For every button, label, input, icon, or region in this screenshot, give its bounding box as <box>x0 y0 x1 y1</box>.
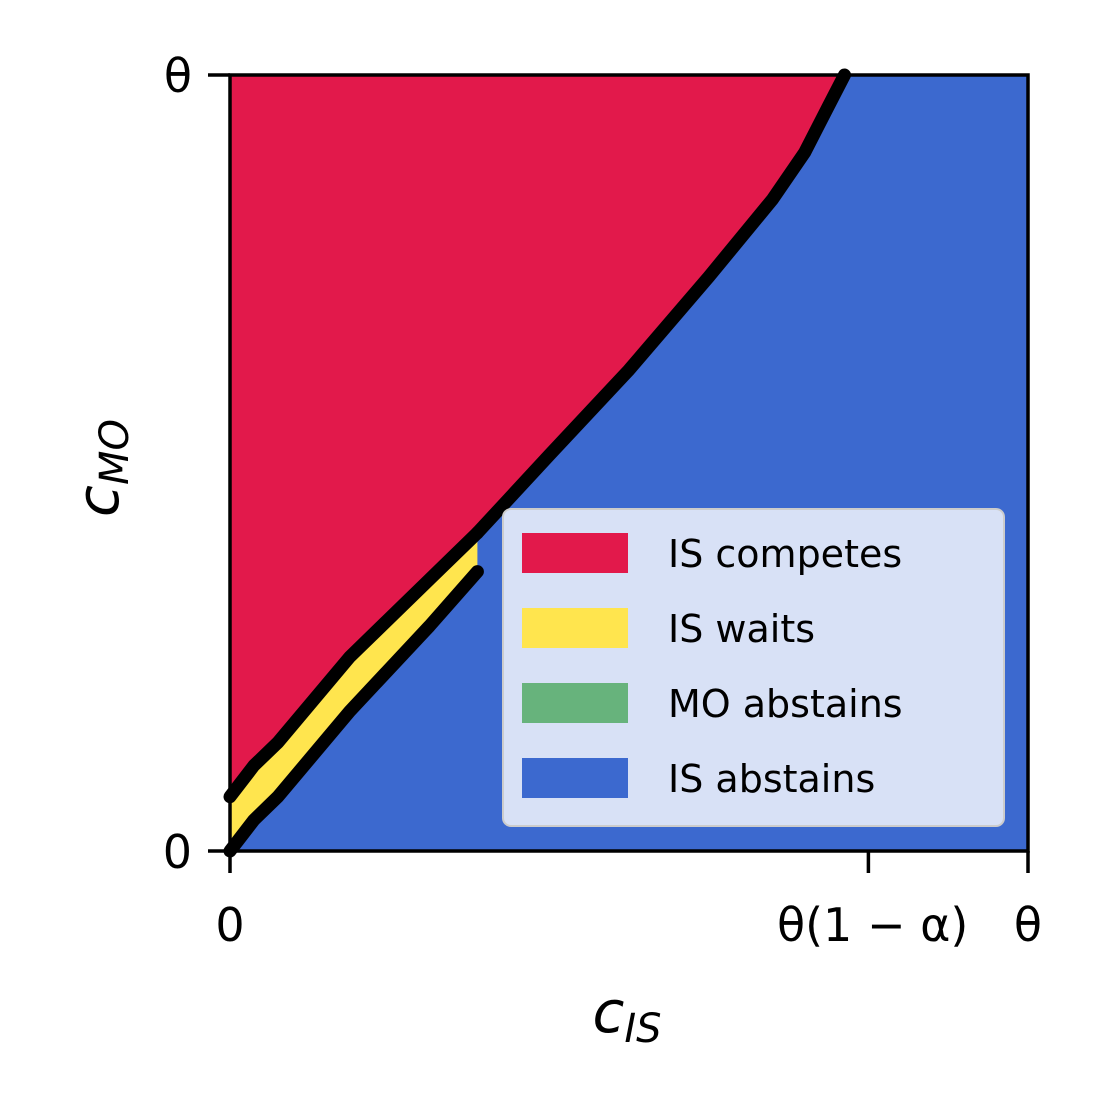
legend-label: MO abstains <box>668 682 903 726</box>
legend-label: IS waits <box>668 607 815 651</box>
y-axis-label-sub: MO <box>92 419 138 485</box>
x-axis-label: cIS <box>592 978 661 1052</box>
legend-label: IS abstains <box>668 757 875 801</box>
boundary-lines <box>223 68 851 858</box>
legend: IS competes IS waits MO abstains IS abstain… <box>502 508 1005 827</box>
x-axis-label-main: c <box>592 978 624 1046</box>
y-axis-label-main: c <box>64 485 132 517</box>
legend-label: IS competes <box>668 532 902 576</box>
x-axis-label-sub: IS <box>624 1006 661 1052</box>
legend-swatch <box>522 608 628 648</box>
x-tick-label: θ(1 − α) <box>777 898 968 952</box>
legend-swatch <box>522 533 628 573</box>
boundary-wait-abstain <box>223 565 484 858</box>
boundary-compete-wait <box>223 526 484 804</box>
legend-items: IS competes IS waits MO abstains IS abstain… <box>522 532 903 801</box>
plot-frame <box>228 73 1030 853</box>
legend-box <box>502 508 1005 827</box>
x-axis-ticks: 0 θ(1 − α) θ <box>215 851 1042 952</box>
x-tick-label: 0 <box>215 898 244 952</box>
legend-swatch <box>522 683 628 723</box>
y-tick-label: θ <box>164 49 192 103</box>
legend-swatch <box>522 758 628 798</box>
boundary-compete-abstain <box>470 68 851 540</box>
y-tick-label: 0 <box>163 825 192 879</box>
y-axis-label: cMO <box>64 419 138 517</box>
x-tick-label: θ <box>1014 898 1042 952</box>
y-axis-ticks: 0θ <box>163 49 230 879</box>
